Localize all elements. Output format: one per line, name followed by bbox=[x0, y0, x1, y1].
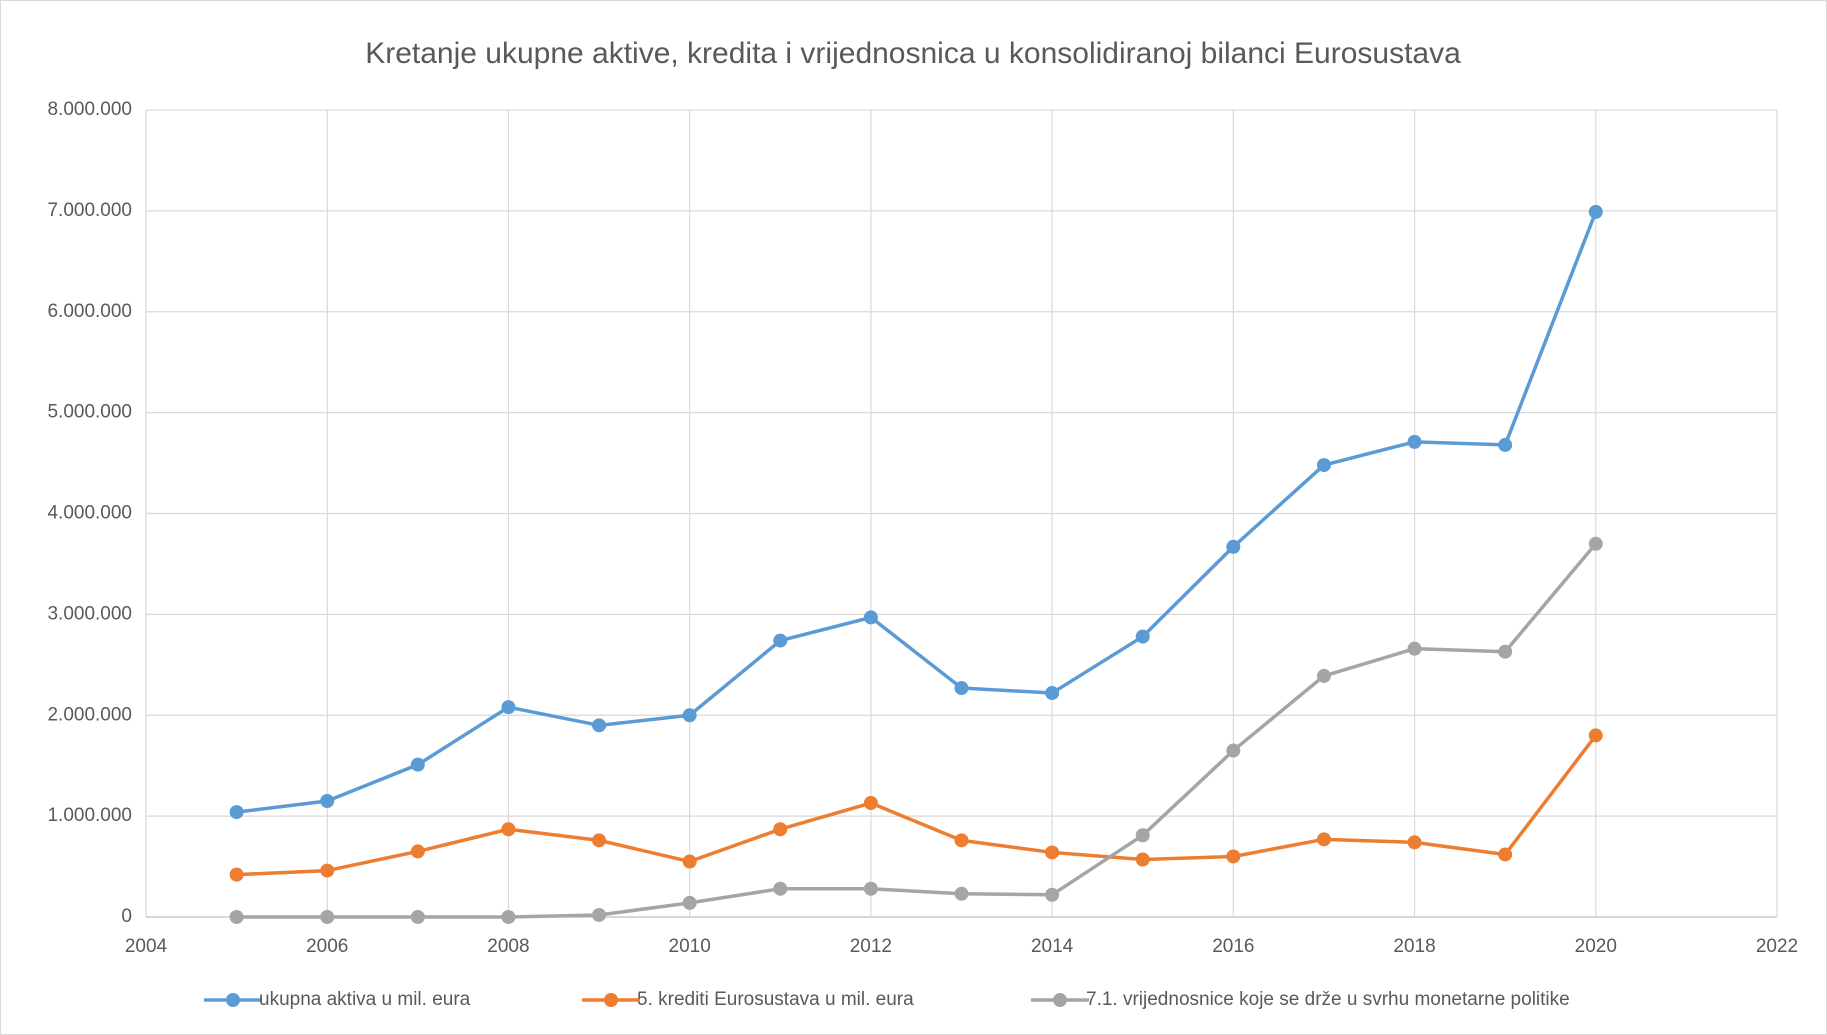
data-point bbox=[1045, 686, 1060, 701]
data-point bbox=[592, 833, 607, 848]
data-point bbox=[1316, 832, 1331, 847]
series-line bbox=[236, 542, 1598, 919]
legend-label: ukupna aktiva u mil. eura bbox=[259, 989, 471, 1010]
legend-marker bbox=[226, 993, 240, 1007]
data-point bbox=[501, 700, 516, 715]
legend-marker bbox=[604, 993, 618, 1007]
y-tick-label: 8.000.000 bbox=[47, 99, 132, 120]
series-line bbox=[236, 211, 1598, 814]
data-point bbox=[1226, 743, 1241, 758]
data-point bbox=[1498, 437, 1513, 452]
y-tick-label: 7.000.000 bbox=[47, 200, 132, 221]
data-point bbox=[773, 822, 788, 837]
data-point bbox=[592, 718, 607, 733]
data-point bbox=[592, 907, 607, 922]
x-tick-label: 2014 bbox=[1031, 936, 1074, 957]
data-point bbox=[1588, 536, 1603, 551]
data-point bbox=[320, 863, 335, 878]
data-point bbox=[410, 910, 425, 924]
data-point bbox=[1588, 728, 1603, 743]
data-point bbox=[501, 822, 516, 837]
x-tick-label: 2012 bbox=[850, 936, 892, 957]
data-point bbox=[863, 610, 878, 625]
data-point bbox=[229, 805, 244, 820]
x-tick-label: 2008 bbox=[487, 936, 529, 957]
data-point bbox=[954, 833, 969, 848]
legend-label: 5. krediti Eurosustava u mil. eura bbox=[637, 989, 914, 1010]
y-tick-label: 5.000.000 bbox=[47, 402, 132, 423]
legend-label: 7.1. vrijednosnice koje se drže u svrhu … bbox=[1086, 989, 1570, 1010]
data-point bbox=[954, 681, 969, 696]
data-point bbox=[1316, 668, 1331, 683]
data-point bbox=[410, 757, 425, 772]
data-point bbox=[410, 844, 425, 859]
y-tick-label: 2.000.000 bbox=[47, 704, 132, 725]
data-point bbox=[954, 886, 969, 901]
x-tick-label: 2018 bbox=[1393, 936, 1435, 957]
data-point bbox=[1135, 852, 1150, 867]
data-point bbox=[501, 910, 516, 924]
data-point bbox=[682, 854, 697, 869]
data-point bbox=[682, 895, 697, 910]
data-point bbox=[1135, 828, 1150, 843]
x-tick-label: 2004 bbox=[125, 936, 168, 957]
data-point bbox=[1045, 887, 1060, 902]
series-line bbox=[236, 734, 1598, 877]
x-tick-label: 2022 bbox=[1756, 936, 1798, 957]
x-tick-label: 2006 bbox=[306, 936, 348, 957]
x-tick-label: 2010 bbox=[669, 936, 711, 957]
data-point bbox=[1407, 835, 1422, 850]
y-tick-label: 6.000.000 bbox=[47, 301, 132, 322]
x-tick-label: 2016 bbox=[1212, 936, 1254, 957]
y-tick-label: 0 bbox=[121, 906, 132, 927]
data-point bbox=[1588, 204, 1603, 219]
data-point bbox=[1498, 847, 1513, 862]
data-point bbox=[320, 910, 335, 924]
data-point bbox=[1316, 458, 1331, 473]
data-point bbox=[229, 910, 244, 924]
y-tick-label: 1.000.000 bbox=[47, 805, 132, 826]
data-point bbox=[1498, 644, 1513, 659]
data-point bbox=[1407, 641, 1422, 656]
data-point bbox=[1045, 845, 1060, 860]
y-tick-label: 3.000.000 bbox=[47, 603, 132, 624]
data-point bbox=[1135, 629, 1150, 644]
data-point bbox=[320, 793, 335, 808]
data-point bbox=[773, 633, 788, 648]
data-point bbox=[863, 796, 878, 811]
data-point bbox=[1226, 539, 1241, 554]
data-point bbox=[863, 881, 878, 896]
data-point bbox=[229, 867, 244, 882]
chart-title: Kretanje ukupne aktive, kredita i vrijed… bbox=[365, 37, 1461, 70]
data-point bbox=[773, 881, 788, 896]
y-tick-label: 4.000.000 bbox=[47, 503, 132, 524]
data-point bbox=[1226, 849, 1241, 864]
data-point bbox=[1407, 434, 1422, 449]
x-tick-label: 2020 bbox=[1575, 936, 1617, 957]
legend-marker bbox=[1053, 993, 1067, 1007]
data-point bbox=[682, 708, 697, 723]
